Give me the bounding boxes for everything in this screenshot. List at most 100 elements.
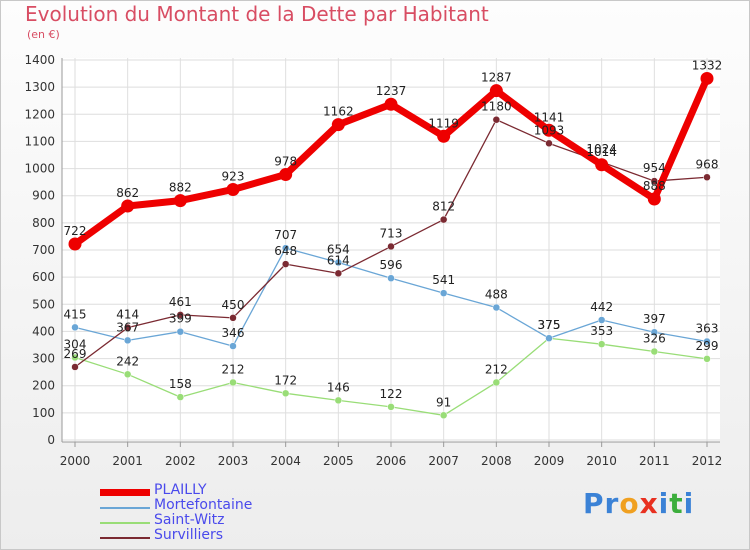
data-label: 442 [590, 300, 613, 314]
data-label: 1162 [323, 105, 354, 119]
legend-label: Mortefontaine [154, 497, 253, 513]
data-point [492, 115, 501, 124]
logo-letter: i [683, 487, 695, 520]
data-label: 862 [116, 186, 139, 200]
x-tick-label: 2003 [218, 454, 249, 468]
y-tick-label: 400 [32, 324, 55, 338]
data-point [71, 353, 79, 362]
data-label: 713 [380, 226, 403, 240]
x-tick-label: 2002 [165, 454, 196, 468]
data-label: 812 [432, 200, 455, 214]
data-label: 146 [327, 380, 350, 394]
legend-label: Survilliers [154, 527, 224, 543]
data-label: 91 [436, 395, 451, 409]
data-point [68, 237, 82, 251]
data-label: 415 [64, 307, 87, 321]
data-point [545, 334, 553, 342]
data-label: 954 [643, 161, 666, 175]
data-point [173, 194, 187, 208]
data-label: 299 [696, 339, 719, 353]
data-point [71, 363, 79, 371]
data-point [650, 328, 659, 336]
data-point [700, 71, 714, 85]
data-point [492, 378, 501, 387]
legend-swatch-mortefontaine [100, 507, 150, 509]
data-point [384, 97, 398, 111]
data-point [123, 323, 132, 332]
data-label: 882 [169, 181, 192, 195]
data-label: 1119 [428, 116, 459, 130]
legend-swatch-saint-witz [100, 522, 150, 524]
data-point [545, 139, 553, 148]
data-label: 375 [538, 318, 561, 332]
data-point [439, 411, 448, 420]
data-label: 367 [116, 320, 139, 334]
data-point [492, 303, 501, 312]
data-label: 923 [222, 169, 245, 183]
data-point [121, 199, 135, 213]
data-label: 269 [64, 347, 87, 361]
data-label: 654 [327, 242, 350, 256]
data-point [334, 396, 343, 405]
data-point [595, 158, 609, 172]
data-label: 461 [169, 295, 192, 309]
data-label: 399 [169, 312, 192, 326]
legend-item: Mortefontaine [100, 497, 350, 515]
data-point [439, 289, 448, 297]
data-point [647, 192, 661, 206]
x-tick-label: 2000 [60, 454, 91, 468]
data-label: 363 [696, 321, 719, 335]
legend-item: Saint-Witz [100, 512, 350, 530]
data-label: 326 [643, 332, 666, 346]
data-point [229, 342, 237, 350]
legend: PLAILLY Mortefontaine Saint-Witz Survill… [100, 482, 350, 545]
y-tick-label: 1000 [24, 162, 55, 176]
x-tick-label: 2007 [428, 454, 459, 468]
data-label: 1180 [481, 100, 512, 114]
data-label: 968 [696, 157, 719, 171]
y-tick-label: 500 [32, 297, 55, 311]
data-label: 353 [590, 324, 613, 338]
y-tick-label: 1200 [24, 107, 55, 121]
y-tick-label: 900 [32, 189, 55, 203]
legend-label: Saint-Witz [154, 512, 225, 528]
logo-letter: o [619, 487, 640, 520]
data-point [229, 314, 237, 322]
data-label: 304 [64, 337, 87, 351]
logo-letter: t [669, 487, 684, 520]
y-tick-label: 600 [32, 270, 55, 284]
y-tick-label: 1300 [24, 80, 55, 94]
data-point [226, 182, 240, 196]
data-point [437, 129, 451, 143]
data-label: 614 [327, 253, 350, 267]
data-point [597, 340, 606, 348]
data-point [387, 242, 395, 251]
x-tick-label: 2012 [692, 454, 723, 468]
y-tick-label: 200 [32, 379, 55, 393]
data-point [542, 123, 556, 137]
data-label: 172 [274, 373, 297, 387]
data-point [387, 274, 395, 282]
data-label: 397 [643, 312, 666, 326]
y-tick-label: 700 [32, 243, 55, 257]
x-tick-label: 2005 [323, 454, 354, 468]
data-point [334, 269, 343, 278]
logo-letter: i [658, 487, 670, 520]
data-point [650, 177, 659, 185]
data-point [123, 336, 132, 345]
y-tick-label: 1100 [24, 134, 55, 148]
data-label: 375 [538, 318, 561, 332]
data-label: 242 [116, 354, 139, 368]
legend-item: PLAILLY [100, 482, 350, 500]
y-tick-label: 300 [32, 352, 55, 366]
legend-item: Survilliers [100, 527, 350, 545]
logo-letter: r [604, 487, 620, 520]
data-point [334, 258, 343, 267]
data-point [281, 260, 290, 268]
data-point [331, 118, 345, 132]
data-point [279, 168, 293, 182]
data-label: 722 [64, 224, 87, 238]
y-tick-label: 100 [32, 406, 55, 420]
data-point [281, 244, 290, 252]
